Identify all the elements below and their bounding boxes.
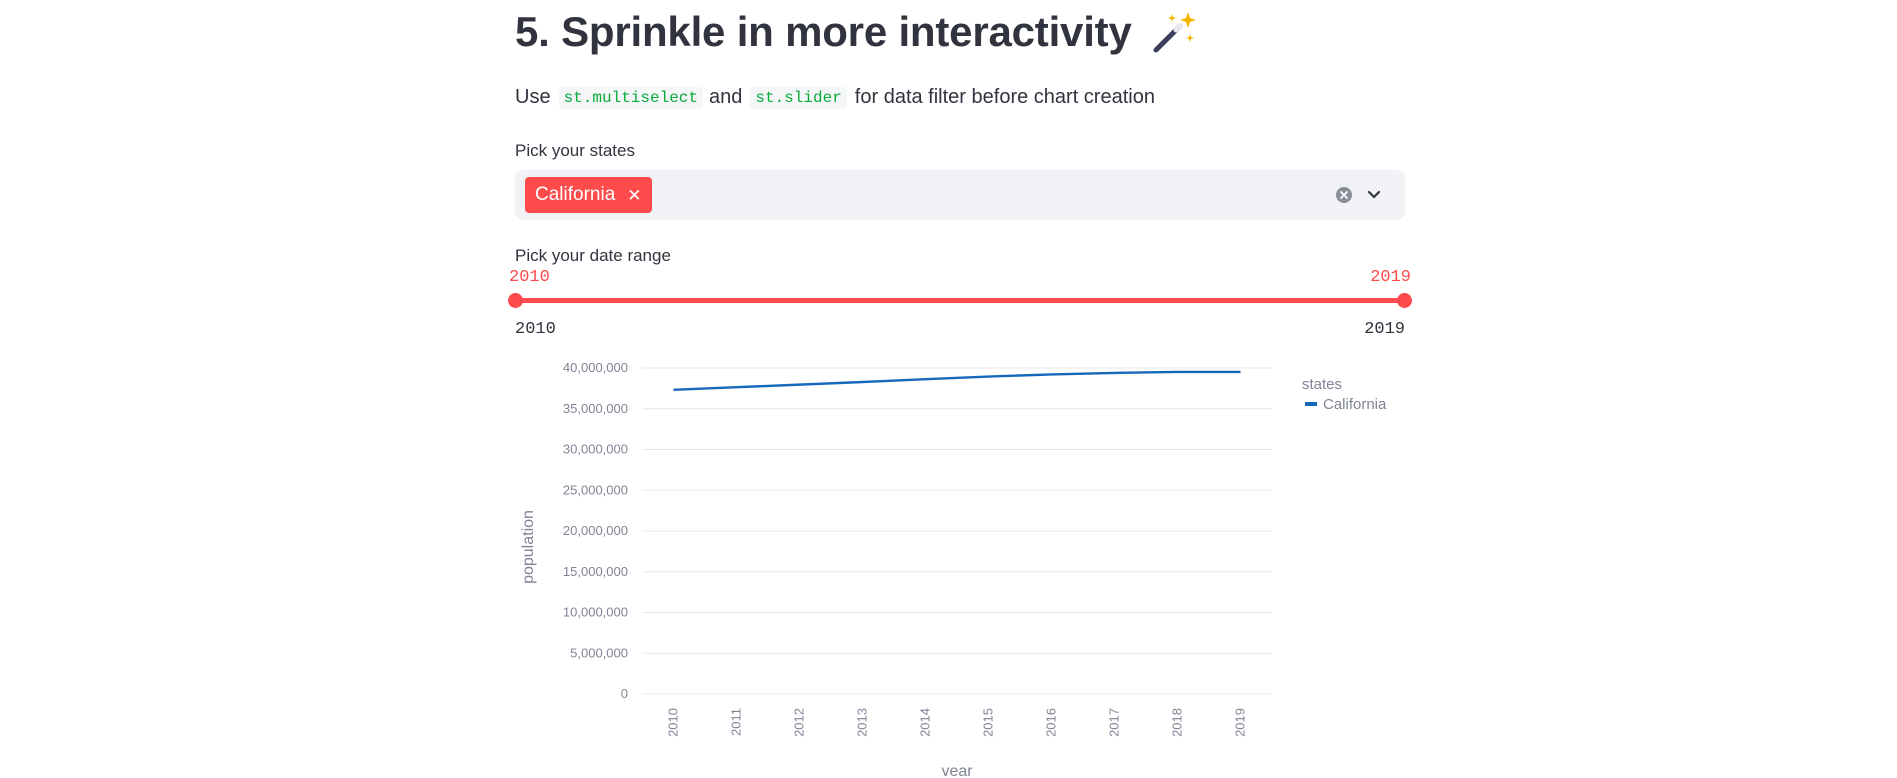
slider-value-low: 2010 [509, 268, 550, 287]
x-tick-label: 2010 [666, 708, 681, 737]
selected-tag-california: California ✕ [525, 177, 652, 213]
y-tick-label: 35,000,000 [563, 401, 628, 416]
x-tick-label: 2016 [1044, 708, 1059, 737]
x-tick-label: 2017 [1107, 708, 1122, 737]
magic-wand-sparkles-icon [1153, 12, 1196, 53]
y-tick-label: 40,000,000 [563, 360, 628, 375]
x-tick-label: 2011 [729, 708, 744, 736]
y-tick-label: 20,000,000 [563, 523, 628, 538]
slider-thumb-high[interactable] [1397, 293, 1412, 308]
slider-min-label: 2010 [515, 320, 556, 339]
multiselect-label: Pick your states [515, 141, 635, 160]
x-tick-label: 2019 [1233, 708, 1248, 737]
y-axis-title: population [520, 510, 537, 584]
y-tick-label: 15,000,000 [563, 564, 628, 579]
y-tick-label: 0 [621, 686, 628, 701]
x-tick-label: 2018 [1170, 708, 1185, 737]
x-tick-label: 2014 [918, 708, 933, 737]
slider-track[interactable] [515, 298, 1405, 303]
chevron-down-icon[interactable] [1365, 186, 1383, 204]
code-multiselect: st.multiselect [558, 86, 703, 109]
legend-title: states [1302, 376, 1342, 393]
page-title-text: 5. Sprinkle in more interactivity [515, 8, 1132, 55]
y-tick-label: 5,000,000 [570, 645, 628, 660]
population-line-chart: 0 5,000,000 10,000,000 15,000,000 20,000,000… [520, 360, 1387, 776]
code-slider: st.slider [750, 86, 847, 109]
series-line-california [673, 370, 1241, 392]
slider-label: Pick your date range [515, 246, 671, 265]
page-title: 5. Sprinkle in more interactivity [515, 8, 1198, 56]
slider-max-label: 2019 [1364, 320, 1405, 339]
y-tick-label: 10,000,000 [563, 605, 628, 620]
description: Use st.multiselect and st.slider for dat… [515, 86, 1155, 109]
x-tick-label: 2012 [792, 708, 807, 737]
x-tick-label: 2015 [981, 708, 996, 737]
states-multiselect[interactable]: California ✕ [515, 170, 1405, 220]
legend-entry: California [1323, 396, 1387, 413]
x-tick-label: 2013 [855, 708, 870, 737]
main-content: 5. Sprinkle in more interactivity Use st… [508, 0, 1412, 778]
slider-value-high: 2019 [1370, 268, 1411, 287]
description-use: Use [515, 86, 551, 108]
y-tick-label: 25,000,000 [563, 482, 628, 497]
clear-circle-icon[interactable] [1335, 186, 1353, 204]
slider-thumb-low[interactable] [508, 293, 523, 308]
close-icon[interactable]: ✕ [627, 185, 642, 205]
tag-label: California [535, 184, 616, 205]
description-and: and [709, 86, 743, 108]
y-tick-label: 30,000,000 [563, 442, 628, 457]
x-axis-title: year [941, 763, 973, 776]
description-rest: for data filter before chart creation [854, 86, 1155, 108]
